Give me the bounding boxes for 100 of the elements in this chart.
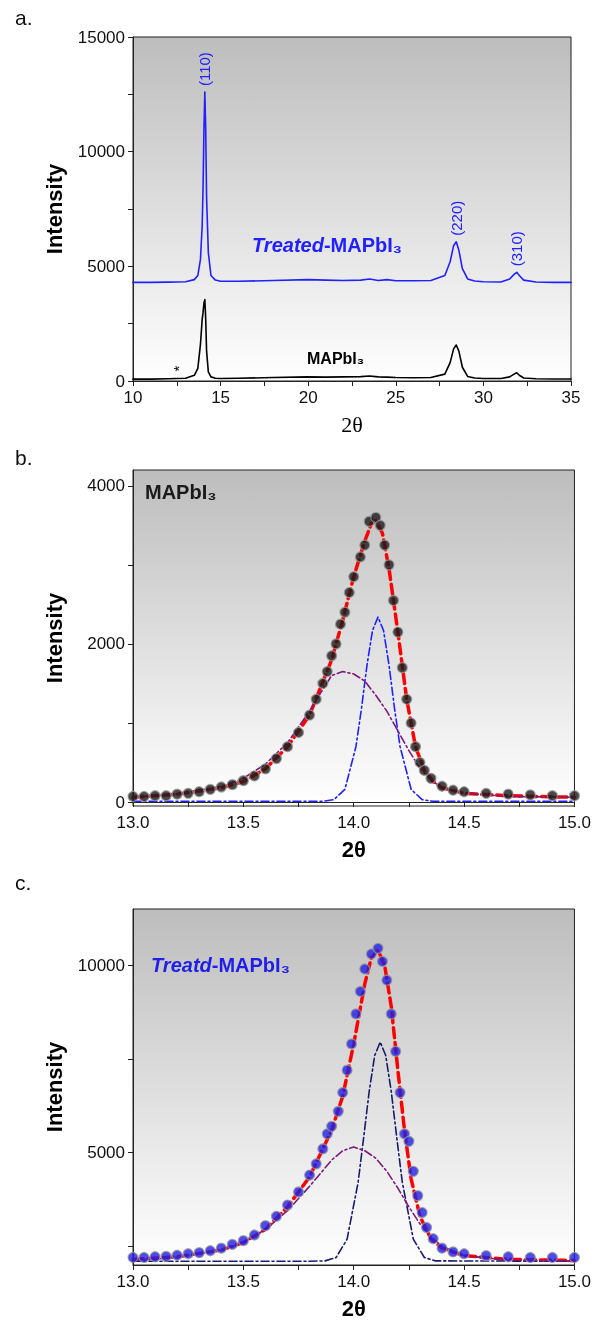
- point: [374, 519, 386, 531]
- chart-title: b.: [15, 446, 33, 469]
- point: [215, 1242, 227, 1254]
- series-label: MAPbI₃: [307, 349, 365, 367]
- point: [182, 787, 194, 799]
- x-tick-label: 20: [298, 388, 318, 407]
- point: [427, 1233, 439, 1245]
- point: [392, 626, 404, 638]
- point: [160, 1250, 172, 1262]
- point: [237, 775, 249, 787]
- point: [248, 1229, 260, 1241]
- point: [370, 511, 382, 524]
- point: [237, 1235, 249, 1247]
- point: [524, 1251, 536, 1264]
- point: [317, 1143, 329, 1155]
- y-tick-label: 0: [115, 792, 125, 812]
- point: [365, 948, 377, 960]
- point: [330, 638, 342, 650]
- point: [337, 1087, 349, 1099]
- text: Treatd-MAPbI₃: [151, 954, 290, 976]
- point: [339, 606, 351, 618]
- point: [401, 693, 413, 705]
- x-axis-title: 2θ: [341, 1295, 366, 1321]
- point: [215, 781, 227, 793]
- y-tick-label: 5000: [87, 256, 125, 276]
- x-axis-title: 2θ: [341, 836, 366, 862]
- line-series: [132, 91, 572, 284]
- point: [321, 666, 333, 678]
- point: [568, 1251, 581, 1264]
- point: [524, 789, 536, 801]
- point: [138, 1251, 150, 1264]
- x-tick-label: 14.5: [447, 1272, 481, 1291]
- point: [292, 1186, 305, 1198]
- point: [292, 726, 305, 739]
- point: [546, 1251, 558, 1264]
- x-tick-label: 10: [123, 388, 143, 407]
- point: [281, 1199, 294, 1211]
- point: [436, 780, 448, 792]
- point: [326, 1120, 338, 1132]
- point: [149, 1251, 161, 1263]
- point: [259, 1220, 272, 1232]
- point: [480, 787, 492, 799]
- point: [458, 1248, 470, 1260]
- x-tick-label: 14.0: [337, 1272, 371, 1291]
- x-tick-label: 13.0: [116, 1272, 150, 1291]
- point: [326, 650, 338, 662]
- x-tick-label: 25: [386, 388, 406, 407]
- point: [405, 717, 417, 729]
- point: [546, 790, 558, 802]
- x-tick-label: 15.0: [557, 1272, 591, 1291]
- point: [396, 662, 408, 674]
- x-tick-label: 13.5: [226, 813, 260, 832]
- point: [171, 788, 183, 800]
- point: [420, 1221, 433, 1234]
- point: [348, 571, 360, 583]
- point: [332, 1105, 344, 1117]
- point: [354, 985, 366, 998]
- point: [568, 790, 581, 802]
- point: [270, 1210, 283, 1222]
- point: [383, 559, 395, 571]
- point: [204, 783, 216, 795]
- text: MAPbI₃: [145, 481, 217, 503]
- annotation: (110): [196, 52, 214, 87]
- point: [502, 1251, 514, 1263]
- chart-title: a.: [15, 6, 33, 29]
- point: [341, 1064, 353, 1076]
- point: [376, 955, 389, 968]
- point: [138, 790, 150, 803]
- x-tick-label: 30: [473, 388, 493, 407]
- point: [354, 551, 366, 563]
- point: [412, 1190, 424, 1202]
- point: [359, 539, 371, 551]
- point: [418, 764, 430, 777]
- point: [193, 786, 205, 798]
- annotation: (220): [447, 200, 465, 236]
- y-tick-label: 5000: [87, 1143, 125, 1163]
- point: [480, 1250, 492, 1262]
- point: [416, 1206, 428, 1219]
- point: [350, 1008, 362, 1020]
- x-tick-label: 14.0: [337, 813, 371, 832]
- point: [127, 790, 139, 803]
- point: [359, 963, 371, 975]
- point: [407, 1165, 419, 1177]
- point: [334, 618, 347, 630]
- point: [182, 1248, 194, 1260]
- x-axis-title: 2θ: [341, 411, 363, 437]
- y-tick-label: 15000: [77, 27, 125, 47]
- point: [248, 770, 260, 782]
- point: [149, 790, 161, 802]
- point: [394, 1087, 406, 1099]
- x-tick-label: 15.0: [557, 813, 591, 832]
- point: [281, 741, 294, 753]
- point: [447, 784, 459, 796]
- point: [414, 756, 426, 769]
- point: [390, 1045, 402, 1057]
- x-tick-label: 14.5: [447, 813, 481, 832]
- point: [387, 594, 400, 607]
- annotation: (310): [508, 231, 526, 267]
- point: [345, 1038, 358, 1050]
- y-axis-title: Intensity: [41, 592, 67, 684]
